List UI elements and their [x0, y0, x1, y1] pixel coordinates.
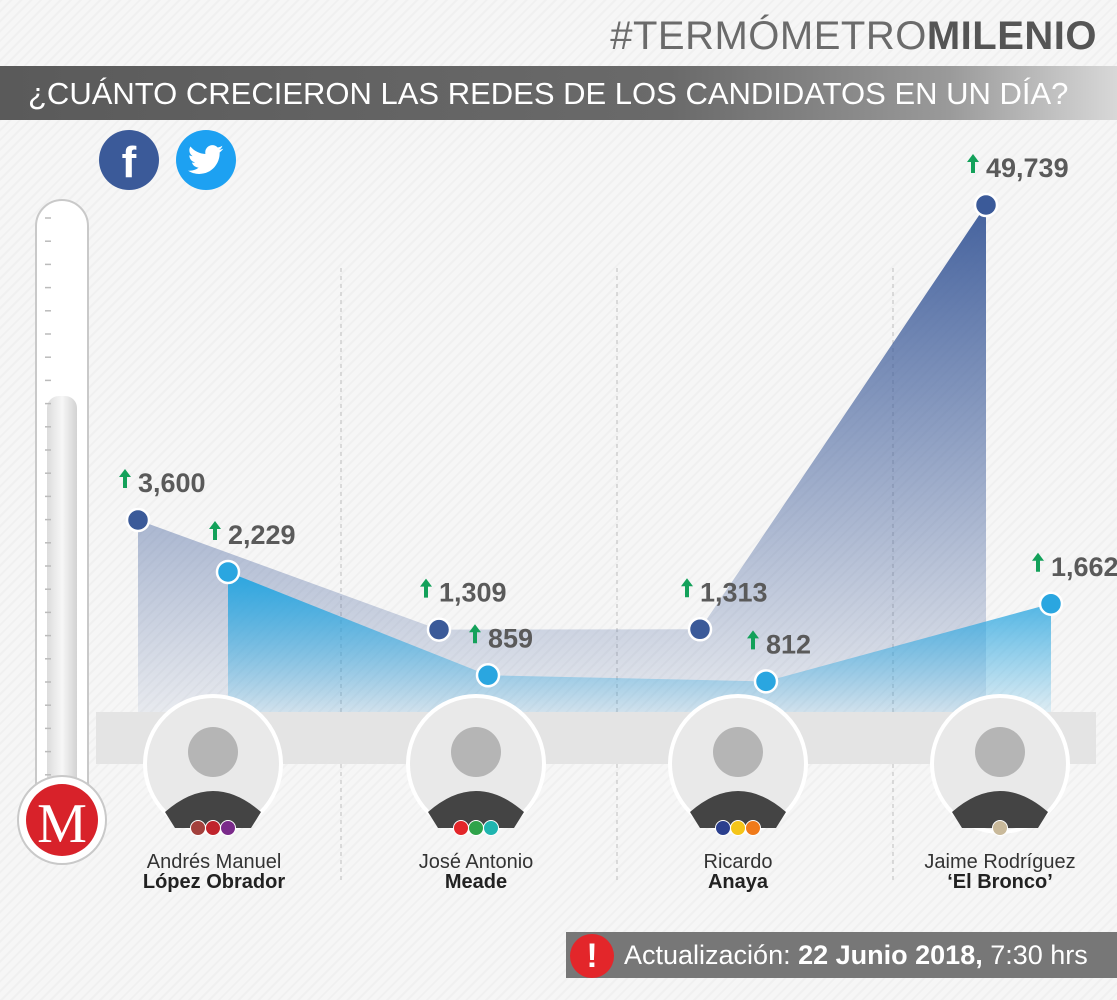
facebook-value-0-arrow-icon	[119, 469, 131, 488]
update-date: 22 Junio 2018,	[798, 940, 983, 970]
portrait-shoulders	[428, 791, 524, 828]
facebook-value-1-label: 1,309	[439, 578, 507, 608]
facebook-value-2-arrow-icon	[681, 578, 693, 598]
twitter-icon	[176, 130, 236, 190]
twitter-value-0-point	[215, 559, 241, 585]
party-dot	[190, 820, 206, 836]
twitter-value-0-label: 2,229	[228, 520, 296, 550]
facebook-area	[138, 205, 986, 712]
update-label: Actualización:	[624, 940, 791, 970]
twitter-value-3-point	[1038, 591, 1064, 617]
party-dot	[468, 820, 484, 836]
candidate-name-0: Andrés Manuel López Obrador	[104, 852, 324, 892]
brand-prefix: #TERMÓMETRO	[610, 14, 927, 58]
facebook-value-0-point	[125, 507, 151, 533]
update-banner: ! Actualización: 22 Junio 2018, 7:30 hrs	[566, 932, 1117, 978]
party-dot	[992, 820, 1008, 836]
candidate-last-3: ‘El Bronco’	[947, 871, 1053, 893]
facebook-icon: f	[99, 130, 159, 190]
party-dot	[453, 820, 469, 836]
facebook-value-0-label: 3,600	[138, 468, 206, 498]
update-text: Actualización: 22 Junio 2018, 7:30 hrs	[624, 940, 1088, 971]
candidate-last-0: López Obrador	[142, 871, 286, 893]
twitter-area	[228, 571, 1051, 712]
facebook-value-3-label: 49,739	[986, 153, 1069, 183]
twitter-value-1-point	[475, 663, 501, 688]
candidate-name-1: José Antonio Meade	[366, 852, 586, 892]
twitter-bird-icon	[188, 145, 224, 174]
candidate-first-0: Andrés Manuel	[146, 851, 282, 873]
alert-icon: !	[570, 934, 614, 978]
party-dot	[730, 820, 746, 836]
twitter-value-3-label: 1,662	[1051, 552, 1117, 582]
twitter-value-2-point	[753, 669, 779, 694]
facebook-value-3-arrow-icon	[967, 154, 979, 173]
party-dot	[483, 820, 499, 836]
brand-suffix: MILENIO	[926, 14, 1097, 58]
twitter-value-3-arrow-icon	[1032, 552, 1044, 572]
portrait-head	[451, 727, 501, 777]
candidate-last-2: Anaya	[707, 871, 769, 893]
candidate-name-2: Ricardo Anaya	[628, 852, 848, 892]
portrait-head	[188, 727, 238, 777]
thermometer-level	[47, 396, 77, 806]
candidate-last-1: Meade	[444, 871, 508, 893]
portrait-shoulders	[165, 791, 261, 828]
twitter-value-0-arrow-icon	[209, 520, 221, 540]
twitter-value-1-label: 859	[488, 623, 533, 653]
candidate-first-2: Ricardo	[703, 851, 773, 873]
update-time: 7:30 hrs	[990, 940, 1088, 970]
candidate-first-3: Jaime Rodríguez	[924, 851, 1076, 873]
candidate-name-3: Jaime Rodríguez ‘El Bronco’	[890, 852, 1110, 892]
twitter-value-1-arrow-icon	[469, 624, 481, 644]
party-dot	[745, 820, 761, 836]
portrait-shoulders	[690, 791, 786, 828]
headline-bar: ¿CUÁNTO CRECIERON LAS REDES DE LOS CANDI…	[0, 66, 1117, 120]
party-dot	[220, 820, 236, 836]
candidate-first-1: José Antonio	[418, 851, 534, 873]
facebook-value-1-arrow-icon	[420, 578, 432, 598]
portrait-head	[975, 727, 1025, 777]
party-dot	[205, 820, 221, 836]
facebook-value-2-label: 1,313	[700, 577, 768, 607]
headline-text: ¿CUÁNTO CRECIERON LAS REDES DE LOS CANDI…	[28, 76, 1069, 111]
portrait-head	[713, 727, 763, 777]
portrait-shoulders	[952, 791, 1048, 828]
facebook-value-2-point	[687, 617, 713, 642]
facebook-value-1-point	[426, 617, 452, 642]
milenio-logo-icon	[26, 784, 98, 856]
milenio-logo-letter: M	[37, 793, 87, 855]
party-dot	[715, 820, 731, 836]
twitter-value-2-arrow-icon	[747, 630, 759, 650]
twitter-value-2-label: 812	[766, 629, 811, 659]
facebook-value-3-point	[973, 192, 999, 218]
brand-title: #TERMÓMETROMILENIO	[610, 14, 1097, 59]
